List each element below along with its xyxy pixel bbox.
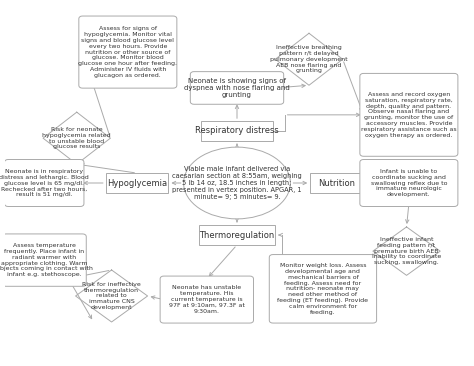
FancyBboxPatch shape <box>5 160 84 206</box>
Polygon shape <box>43 112 110 164</box>
Polygon shape <box>373 227 440 275</box>
Text: Assess and record oxygen
saturation, respiratory rate,
depth, quality and patter: Assess and record oxygen saturation, res… <box>361 92 456 138</box>
Text: Viable male infant delivered via
caesarian section at 8:55am, weighing
5 lb 14 o: Viable male infant delivered via caesari… <box>172 166 302 200</box>
FancyBboxPatch shape <box>360 74 458 156</box>
Text: Infant is unable to
coordinate sucking and
swallowing reflex due to
immature neu: Infant is unable to coordinate sucking a… <box>371 169 447 197</box>
Text: Neonate is in respiratory
distress and lethargic. Blood
glucose level is 65 mg/d: Neonate is in respiratory distress and l… <box>0 169 89 197</box>
Text: Neonate has unstable
temperature. His
current temperature is
97F at 9:10am, 97.3: Neonate has unstable temperature. His cu… <box>169 285 245 314</box>
Text: Respiratory distress: Respiratory distress <box>195 127 279 135</box>
Text: Nutrition: Nutrition <box>319 179 356 187</box>
Text: Monitor weight loss. Assess
developmental age and
mechanical barriers of
feeding: Monitor weight loss. Assess developmenta… <box>277 263 368 314</box>
Text: Ineffective infant
feeding pattern r/t
premature birth AEB
inability to coordina: Ineffective infant feeding pattern r/t p… <box>372 237 441 265</box>
Text: Assess temperature
frequently. Place infant in
radiant warmer with
appropriate c: Assess temperature frequently. Place inf… <box>0 243 92 277</box>
FancyBboxPatch shape <box>79 16 177 88</box>
Text: Thermoregulation: Thermoregulation <box>200 231 274 239</box>
FancyBboxPatch shape <box>201 121 273 141</box>
FancyBboxPatch shape <box>106 173 168 193</box>
Text: Risk for ineffective
thermoregulation
related to
immature CNS
development: Risk for ineffective thermoregulation re… <box>82 282 141 310</box>
Text: Ineffective breathing
pattern r/t delayed
pulmonary development
AEB nose flaring: Ineffective breathing pattern r/t delaye… <box>270 45 348 73</box>
Ellipse shape <box>183 147 291 219</box>
FancyBboxPatch shape <box>191 72 283 104</box>
Text: Risk for neonate
hypoglycemia related
to unstable blood
glucose results: Risk for neonate hypoglycemia related to… <box>43 127 111 149</box>
Polygon shape <box>75 270 147 322</box>
Polygon shape <box>275 33 343 85</box>
Text: Assess for signs of
hypoglycemia. Monitor vital
signs and blood glucose level
ev: Assess for signs of hypoglycemia. Monito… <box>78 26 177 78</box>
FancyBboxPatch shape <box>160 276 254 323</box>
Text: Neonate is showing signs of
dyspnea with nose flaring and
grunting: Neonate is showing signs of dyspnea with… <box>184 78 290 98</box>
Text: Hypoglycemia: Hypoglycemia <box>107 179 167 187</box>
FancyBboxPatch shape <box>269 255 376 323</box>
FancyBboxPatch shape <box>2 234 86 286</box>
FancyBboxPatch shape <box>310 173 364 193</box>
FancyBboxPatch shape <box>199 225 275 245</box>
FancyBboxPatch shape <box>360 160 458 206</box>
